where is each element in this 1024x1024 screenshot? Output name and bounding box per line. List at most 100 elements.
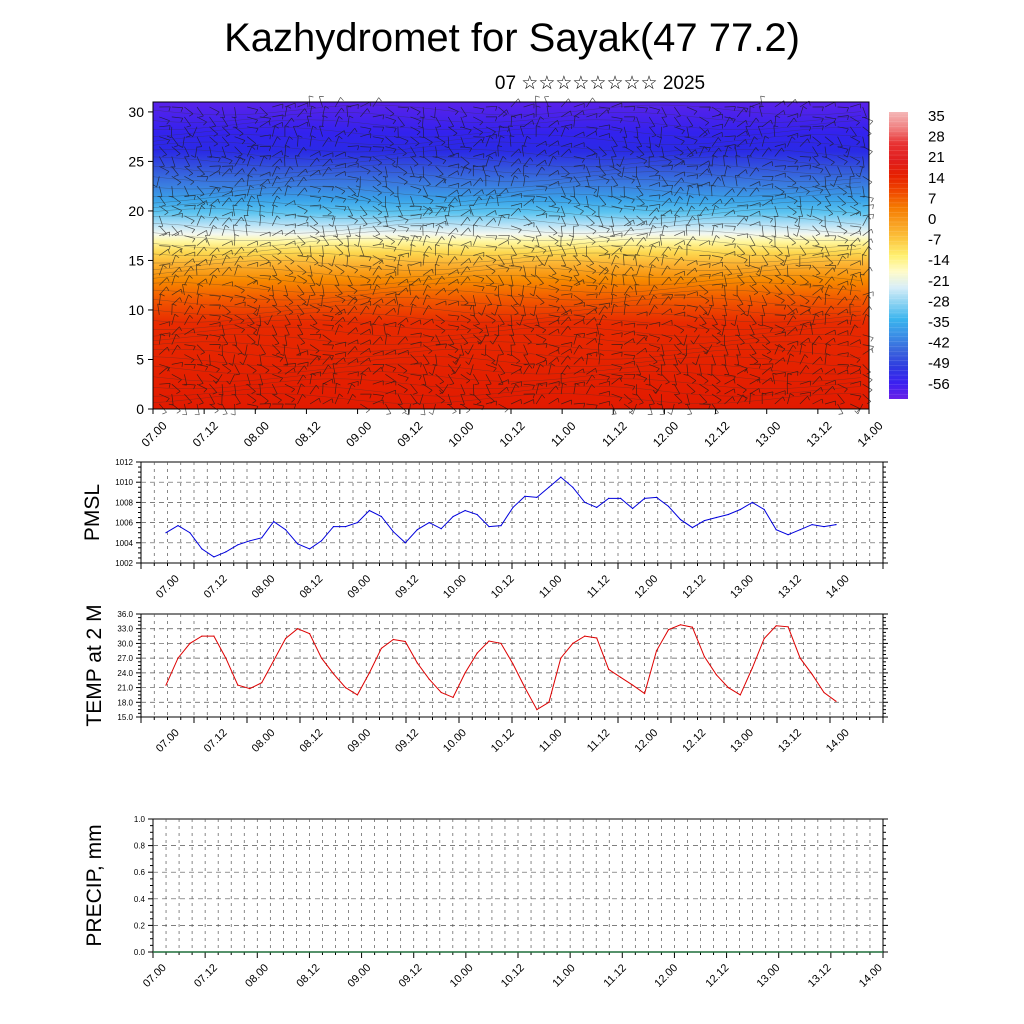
data-point <box>823 526 825 528</box>
data-point <box>667 505 670 507</box>
panel-x-tick-label: 10.00 <box>448 962 476 990</box>
data-point <box>344 687 347 689</box>
panel-x-tick-label: 09.00 <box>345 727 373 755</box>
data-point <box>751 667 753 669</box>
data-point <box>787 626 789 628</box>
panel-x-tick-label: 08.00 <box>250 573 278 601</box>
data-point <box>189 642 191 645</box>
panel-x-tick-label: 13.00 <box>755 962 783 990</box>
page-title: Kazhydromet for Sayak(47 77.2) <box>224 16 800 60</box>
colorbar-label: 7 <box>928 190 936 207</box>
data-point <box>572 486 574 488</box>
panel-x-tick-label: 07.12 <box>202 727 230 755</box>
panel-y-tick-label: 21.0 <box>117 684 133 693</box>
heatmap-y-tick-label: 10 <box>128 302 144 318</box>
panel-y-axis-label: PRECIP, mm <box>83 824 106 946</box>
data-point <box>344 526 347 528</box>
heatmap-x-tick-label: 07.12 <box>190 418 221 449</box>
data-point <box>380 647 382 649</box>
colorbar-label: -42 <box>928 335 950 352</box>
data-point <box>285 637 287 640</box>
data-point <box>835 700 837 702</box>
data-point <box>715 516 718 519</box>
data-point <box>584 635 586 637</box>
data-point <box>464 509 466 512</box>
data-point <box>512 506 514 508</box>
panel-y-axis-label: PMSL <box>81 484 104 541</box>
data-point <box>799 657 801 659</box>
data-point <box>763 508 765 511</box>
data-point <box>404 542 406 544</box>
panel-x-tick-label: 11.12 <box>585 727 612 754</box>
data-point <box>368 672 370 674</box>
panel-y-tick-label: 33.0 <box>117 625 133 634</box>
data-point <box>440 528 442 530</box>
panel-x-tick-label: 12.00 <box>652 962 680 990</box>
panel-y-tick-label: 27.0 <box>117 654 133 663</box>
panel-x-tick-label: 13.12 <box>776 573 804 601</box>
data-point <box>213 635 215 637</box>
data-point <box>727 687 729 689</box>
heatmap-y-tick-label: 25 <box>128 153 144 169</box>
data-point <box>584 501 586 503</box>
data-point <box>691 626 694 628</box>
panel-x-tick-label: 14.00 <box>857 962 885 990</box>
data-point <box>416 529 418 531</box>
panel-y-tick-label: 0.4 <box>134 895 146 904</box>
panel-x-tick-label: 10.12 <box>489 573 517 601</box>
panel-x-tick-label: 10.00 <box>441 573 469 601</box>
data-point <box>512 663 514 665</box>
data-point <box>811 524 813 526</box>
data-point <box>177 657 179 659</box>
data-point <box>476 513 478 516</box>
data-point <box>320 657 323 659</box>
panel-x-tick-label: 12.12 <box>703 962 731 990</box>
panel-x-tick-label: 14.00 <box>824 573 852 601</box>
data-point <box>596 637 598 639</box>
data-point <box>428 678 430 680</box>
colorbar-label: 28 <box>928 129 945 146</box>
heatmap-x-tick-label: 11.00 <box>548 419 579 450</box>
heatmap-x-tick-label: 10.12 <box>497 418 528 449</box>
colorbar-label: -7 <box>928 232 941 249</box>
data-point <box>739 694 741 696</box>
data-point <box>165 532 167 534</box>
panel-x-tick-label: 08.12 <box>297 727 325 755</box>
panel-x-tick-label: 13.00 <box>728 573 756 601</box>
heatmap-x-tick-label: 08.12 <box>292 418 323 449</box>
colorbar-label: -28 <box>928 293 950 310</box>
colorbar: 35 28 21 14 7 0 -7 -14 -21 -28 -35 -42 -49 -56 <box>889 108 950 399</box>
data-point <box>225 657 227 659</box>
data-point <box>500 642 502 645</box>
panel-x-tick-label: 11.00 <box>537 727 564 754</box>
colorbar-label: -35 <box>928 314 950 331</box>
data-point <box>560 476 562 478</box>
panel-x-tick-label: 10.12 <box>499 962 527 990</box>
panel-y-tick-label: 15.0 <box>117 713 133 722</box>
page-subtitle: 07 ☆☆☆☆☆☆☆☆ 2025 <box>494 73 706 94</box>
panel-x-tick-label: 08.12 <box>297 573 325 601</box>
cross-section-panel: 0 5 10 15 20 25 30 07.00 07.12 08.00 08.12 09.00 09.… <box>128 95 886 450</box>
panel-x-tick-label: 13.12 <box>776 727 804 755</box>
data-point <box>536 709 538 711</box>
panel-x-tick-label: 12.00 <box>632 727 660 755</box>
panel-y-tick-label: 1008 <box>115 498 133 507</box>
data-point <box>572 642 574 645</box>
data-point <box>655 650 658 652</box>
pmsl-panel: 1002 1004 1006 1008 1010 1012 07.00 07.12 08.00 0… <box>81 458 888 601</box>
data-point <box>524 687 526 689</box>
panel-x-tick-label: 07.12 <box>192 962 220 990</box>
colorbar-label: 35 <box>928 108 945 125</box>
colorbar-label: -49 <box>928 355 950 372</box>
panel-x-tick-label: 09.12 <box>397 962 425 990</box>
data-point <box>488 640 490 642</box>
colorbar-label: -21 <box>928 273 950 290</box>
panel-x-tick-label: 13.00 <box>728 727 756 755</box>
panel-y-tick-label: 1006 <box>115 519 133 528</box>
panel-x-tick-label: 08.12 <box>294 962 322 990</box>
heatmap-y-tick-label: 30 <box>128 104 144 120</box>
heatmap-y-tick-label: 5 <box>136 351 144 367</box>
data-point <box>416 662 418 664</box>
heatmap-x-tick-label: 13.12 <box>803 418 834 449</box>
panel-y-axis-label: TEMP at 2 M <box>83 604 106 726</box>
